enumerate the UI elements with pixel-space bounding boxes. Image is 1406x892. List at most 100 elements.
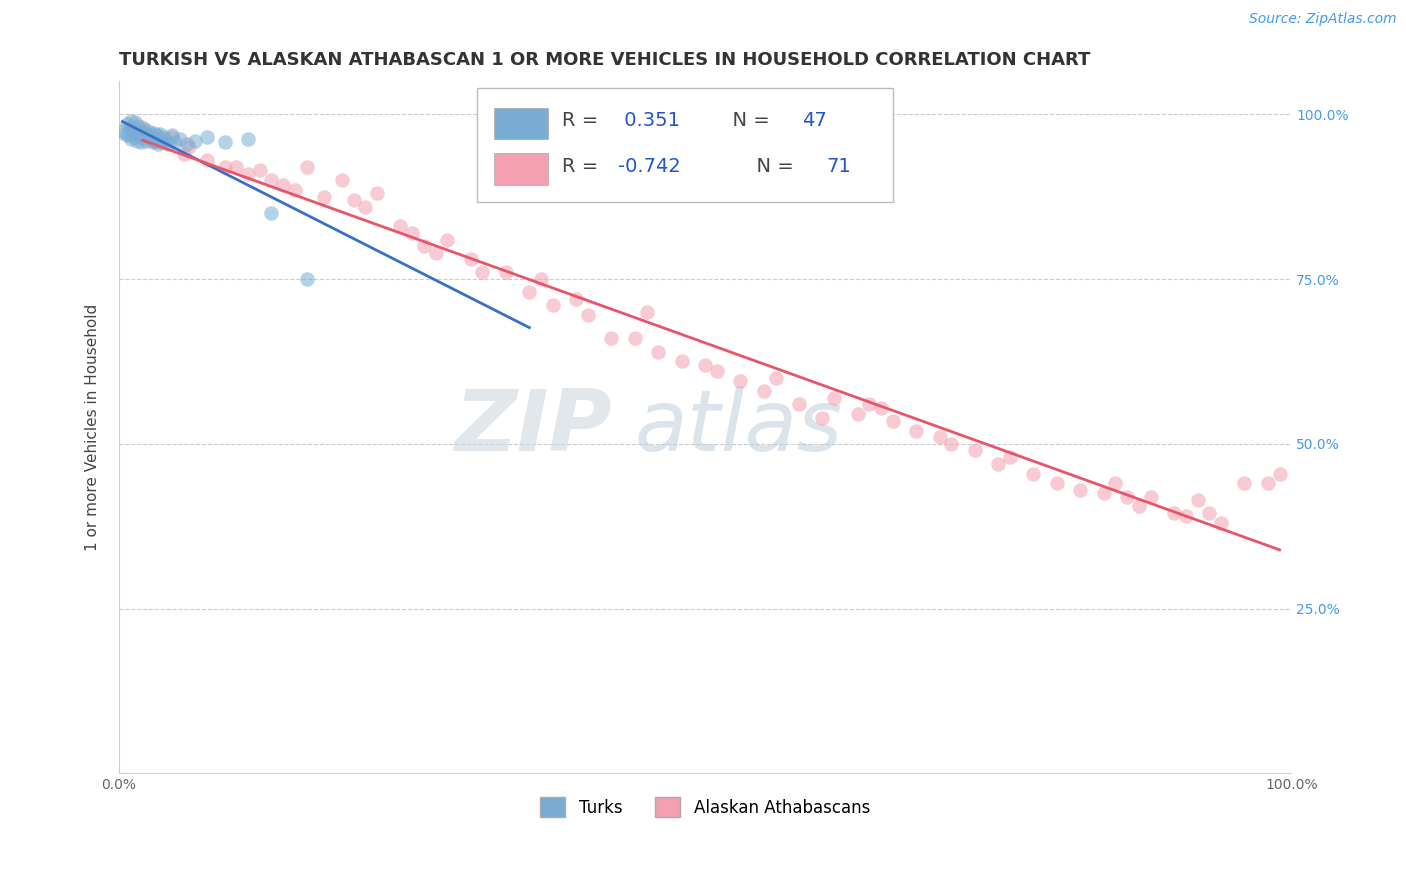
Point xyxy=(236,132,259,146)
Text: N =: N = xyxy=(744,157,800,176)
Point xyxy=(179,140,201,154)
Point xyxy=(963,443,986,458)
Point xyxy=(354,200,377,214)
Point xyxy=(138,132,160,146)
Point xyxy=(160,130,183,145)
Point xyxy=(195,130,218,145)
Point xyxy=(647,344,669,359)
Point xyxy=(295,160,318,174)
Point xyxy=(155,134,177,148)
Text: 47: 47 xyxy=(803,112,827,130)
Point xyxy=(138,124,160,138)
Point xyxy=(169,132,191,146)
Point xyxy=(117,128,139,143)
Y-axis label: 1 or more Vehicles in Household: 1 or more Vehicles in Household xyxy=(86,304,100,551)
Point xyxy=(530,272,553,286)
Point xyxy=(1209,516,1232,530)
Text: atlas: atlas xyxy=(636,386,842,469)
Point xyxy=(120,114,142,128)
Point xyxy=(149,127,172,141)
Point xyxy=(236,167,259,181)
Point xyxy=(214,135,236,149)
Point xyxy=(271,178,294,193)
Point xyxy=(752,384,775,398)
Point xyxy=(858,397,880,411)
Point xyxy=(249,163,271,178)
Point xyxy=(366,186,388,201)
Point xyxy=(412,239,434,253)
FancyBboxPatch shape xyxy=(494,153,548,186)
Point xyxy=(636,305,658,319)
Point xyxy=(1046,476,1069,491)
Point xyxy=(811,410,834,425)
Point xyxy=(176,136,198,151)
Point xyxy=(541,298,564,312)
Point xyxy=(111,124,134,138)
Point xyxy=(1198,506,1220,520)
Point xyxy=(173,146,195,161)
Point xyxy=(706,364,728,378)
Text: 0.351: 0.351 xyxy=(619,112,681,130)
Point xyxy=(1069,483,1091,497)
Point xyxy=(152,130,174,145)
Point xyxy=(436,233,458,247)
Point xyxy=(121,121,143,136)
Point xyxy=(695,358,717,372)
Point xyxy=(124,130,146,145)
Point xyxy=(823,391,845,405)
Point xyxy=(928,430,950,444)
Point xyxy=(342,193,364,207)
Text: -0.742: -0.742 xyxy=(619,157,681,176)
Point xyxy=(284,183,307,197)
Point xyxy=(576,309,599,323)
Point xyxy=(998,450,1021,464)
Point xyxy=(1257,476,1279,491)
Point xyxy=(1268,467,1291,481)
Point xyxy=(129,125,152,139)
Point xyxy=(987,457,1010,471)
Point xyxy=(1139,490,1161,504)
Point xyxy=(145,128,167,143)
Point xyxy=(195,153,218,168)
Point xyxy=(131,120,153,135)
Point xyxy=(132,121,155,136)
Point xyxy=(134,126,156,140)
Point xyxy=(1104,476,1126,491)
Point xyxy=(730,374,752,388)
Point xyxy=(141,130,163,145)
Point xyxy=(117,117,139,131)
Point xyxy=(1116,490,1139,504)
Point xyxy=(114,127,136,141)
Point xyxy=(905,424,928,438)
Point xyxy=(425,245,447,260)
Point xyxy=(150,135,173,149)
Point xyxy=(846,407,869,421)
Point xyxy=(882,414,904,428)
Text: Source: ZipAtlas.com: Source: ZipAtlas.com xyxy=(1249,12,1396,26)
Point xyxy=(600,331,623,345)
FancyBboxPatch shape xyxy=(494,108,548,139)
Point xyxy=(495,265,517,279)
Point xyxy=(671,354,693,368)
Point xyxy=(517,285,540,300)
Point xyxy=(120,132,142,146)
Text: R =: R = xyxy=(562,112,605,130)
Point xyxy=(184,134,207,148)
Text: 71: 71 xyxy=(825,157,851,176)
Point xyxy=(787,397,810,411)
Point xyxy=(142,135,165,149)
Point xyxy=(870,401,893,415)
Point xyxy=(157,136,180,151)
Point xyxy=(225,160,247,174)
Point xyxy=(330,173,353,187)
Legend: Turks, Alaskan Athabascans: Turks, Alaskan Athabascans xyxy=(533,790,877,824)
Point xyxy=(1092,486,1115,500)
Point xyxy=(122,126,145,140)
Point xyxy=(131,135,153,149)
Point xyxy=(146,136,169,151)
Point xyxy=(139,127,162,141)
Point xyxy=(1128,500,1150,514)
Text: R =: R = xyxy=(562,157,605,176)
Point xyxy=(145,134,167,148)
Point xyxy=(136,128,159,143)
